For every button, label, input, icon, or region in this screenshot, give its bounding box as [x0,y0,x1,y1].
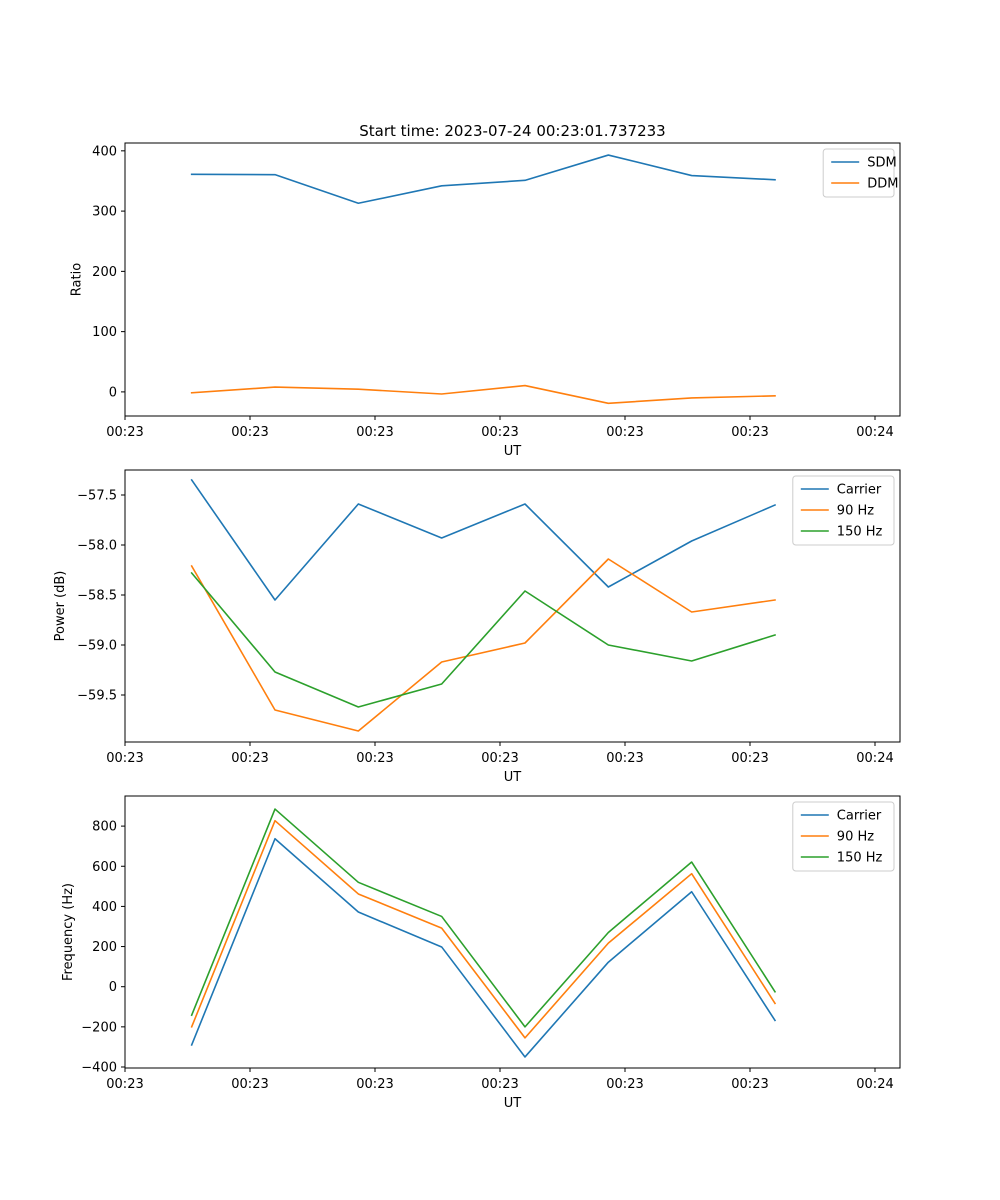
x-tick-label: 00:23 [481,751,518,766]
x-tick-label: 00:23 [356,1077,393,1092]
legend-frame [792,475,895,546]
y-tick-label: −59.0 [77,639,117,654]
y-tick-label: −59.5 [77,689,117,704]
x-tick-label: 00:23 [731,1077,768,1092]
y-tick-label: −400 [81,1060,117,1075]
legend: Carrier 90 Hz 150 Hz [792,475,895,546]
x-tick-label: 00:23 [231,1077,268,1092]
legend: SDM DDM [822,148,898,198]
panel-1: Start time: 2023-07-24 00:23:01.73723300… [69,122,901,459]
y-tick-label: 400 [92,900,117,915]
x-tick-label: 00:23 [231,425,268,440]
legend-frame [822,148,895,198]
legend-label: 90 Hz [837,504,874,519]
x-axis-label: UT [504,770,522,785]
y-tick-label: 600 [92,860,117,875]
panel-2: 00:23 00:23 00:23 00:23 00:23 00:23 00:24 UT −59… [53,469,901,785]
series-line-150-hz [190,571,777,708]
legend-label: Carrier [837,483,882,498]
y-tick-label: −200 [81,1020,117,1035]
series-line-150-hz [190,808,777,1028]
x-axis-label: UT [504,444,522,459]
panel-3: 00:23 00:23 00:23 00:23 00:23 00:23 00:24 UT −40… [61,795,901,1111]
plot-area [124,469,901,743]
x-tick-label: 00:23 [356,751,393,766]
series-line-90-hz [190,819,777,1039]
legend-label: Carrier [837,809,882,824]
chart-title: Start time: 2023-07-24 00:23:01.737233 [359,122,665,140]
series-line-sdm [190,154,776,205]
y-axis-label: Power (dB) [53,571,68,642]
y-tick-label: 200 [92,265,117,280]
y-tick-label: −58.0 [77,539,117,554]
y-tick-label: 400 [92,144,117,159]
x-tick-label: 00:23 [731,425,768,440]
y-tick-label: −58.5 [77,589,117,604]
x-tick-label: 00:23 [606,425,643,440]
y-axis-label: Ratio [69,263,84,296]
plot-area [124,795,901,1069]
x-tick-label: 00:23 [231,751,268,766]
x-tick-label: 00:24 [856,425,893,440]
x-axis-label: UT [504,1096,522,1111]
x-tick-label: 00:23 [481,1077,518,1092]
series-line-90-hz [190,558,776,732]
y-tick-label: 800 [92,820,117,835]
legend-label: 150 Hz [837,525,883,540]
y-tick-label: 100 [92,325,117,340]
legend: Carrier 90 Hz 150 Hz [792,801,895,872]
legend-label: 150 Hz [837,851,883,866]
plot-area [124,142,901,417]
legend-label: 90 Hz [837,830,874,845]
y-tick-label: 200 [92,940,117,955]
series-line-carrier [190,837,777,1058]
x-tick-label: 00:23 [606,751,643,766]
x-tick-label: 00:23 [356,425,393,440]
y-axis-label: Frequency (Hz) [61,883,76,981]
series-line-carrier [190,478,777,601]
y-tick-label: 300 [92,205,117,220]
x-tick-label: 00:24 [856,1077,893,1092]
x-tick-label: 00:23 [106,751,143,766]
legend-label: DDM [867,177,898,192]
x-tick-label: 00:23 [106,425,143,440]
legend-label: SDM [867,156,896,171]
x-tick-label: 00:23 [731,751,768,766]
x-tick-label: 00:23 [106,1077,143,1092]
x-tick-label: 00:23 [606,1077,643,1092]
y-tick-label: 0 [109,980,117,995]
y-tick-label: 0 [109,385,117,400]
legend-frame [792,801,895,872]
x-tick-label: 00:24 [856,751,893,766]
y-tick-label: −57.5 [77,489,117,504]
series-line-ddm [190,384,776,405]
x-tick-label: 00:23 [481,425,518,440]
